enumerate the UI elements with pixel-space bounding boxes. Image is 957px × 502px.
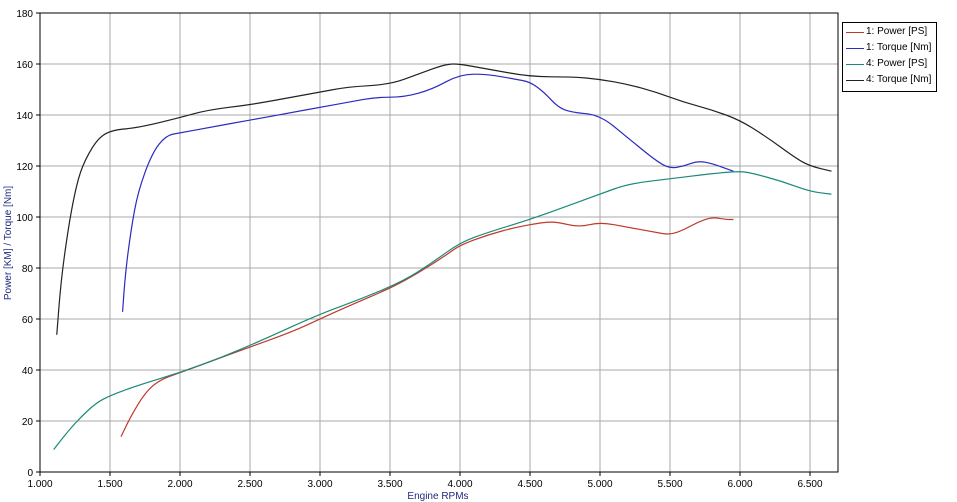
x-tick-label: 6.500: [797, 479, 822, 490]
legend-item: 1: Torque [Nm]: [843, 41, 936, 57]
series-line-3: [53, 171, 832, 450]
y-tick-label: 160: [16, 60, 33, 71]
legend-item: 4: Torque [Nm]: [843, 73, 936, 89]
grid: [40, 12, 838, 472]
x-tick-label: 1.500: [97, 479, 122, 490]
series-line-4: [56, 63, 832, 335]
legend: 1: Power [PS] 1: Torque [Nm] 4: Power [PS]…: [842, 22, 937, 92]
legend-label: 1: Power [PS]: [866, 26, 928, 37]
y-tick-label: 140: [16, 111, 33, 122]
x-axis-title: Engine RPMs: [407, 491, 468, 502]
legend-swatch: [846, 64, 864, 65]
x-tick-label: 4.000: [447, 479, 472, 490]
y-axis-title: Power [KM] / Torque [Nm]: [3, 186, 14, 301]
y-tick-label: 0: [27, 468, 33, 479]
y-tick-label: 40: [22, 366, 34, 377]
x-tick-label: 6.000: [727, 479, 752, 490]
legend-item: 4: Power [PS]: [843, 57, 936, 73]
legend-swatch: [846, 48, 864, 49]
legend-swatch: [846, 32, 864, 33]
x-tick-label: 1.000: [27, 479, 52, 490]
x-tick-label: 5.500: [657, 479, 682, 490]
series-line-2: [122, 73, 734, 312]
x-tick-label: 4.500: [517, 479, 542, 490]
series-lines: [53, 63, 832, 450]
plot-frame: [39, 12, 839, 473]
x-tick-label: 5.000: [587, 479, 612, 490]
y-tick-label: 20: [22, 417, 34, 428]
x-tick-label: 3.000: [307, 479, 332, 490]
axes: [36, 12, 839, 476]
legend-swatch: [846, 80, 864, 81]
legend-item: 1: Power [PS]: [843, 25, 936, 41]
x-tick-label: 2.000: [167, 479, 192, 490]
y-tick-label: 180: [16, 9, 33, 20]
y-tick-label: 100: [16, 213, 33, 224]
tick-labels: 1.000 1.500 2.000 2.500 3.000 3.500 4.000 4.500…: [16, 9, 823, 490]
legend-label: 1: Torque [Nm]: [866, 42, 932, 53]
x-tick-label: 2.500: [237, 479, 262, 490]
series-line-1: [120, 217, 734, 437]
x-tick-label: 3.500: [377, 479, 402, 490]
legend-label: 4: Torque [Nm]: [866, 74, 932, 85]
legend-label: 4: Power [PS]: [866, 58, 928, 69]
y-tick-label: 120: [16, 162, 33, 173]
y-tick-label: 80: [22, 264, 34, 275]
y-tick-label: 60: [22, 315, 34, 326]
